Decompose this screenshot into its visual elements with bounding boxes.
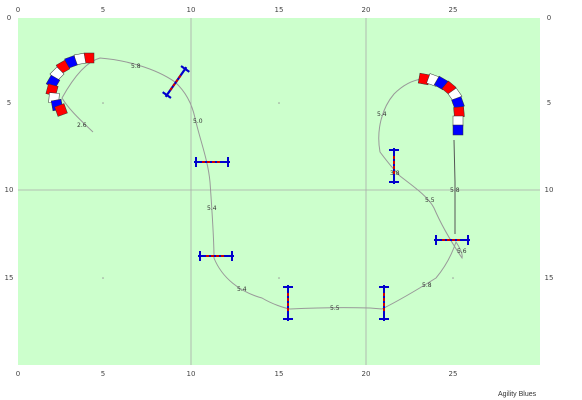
- jump-obstacles: [162, 65, 470, 321]
- y-tick-label-right: 15: [545, 274, 554, 282]
- x-tick-label-top: 15: [275, 6, 284, 14]
- axis-left: 0 5 10 15: [5, 14, 14, 282]
- x-tick-label-top: 20: [362, 6, 371, 14]
- jump-2: [194, 157, 230, 167]
- y-tick-label-left: 5: [7, 99, 11, 107]
- tunnel-right-curve: [417, 72, 465, 136]
- y-tick-label-left: 15: [5, 274, 14, 282]
- segment-distance-label: 5.0: [193, 118, 203, 125]
- jump-8: [162, 65, 190, 99]
- x-tick-label-top: 10: [187, 6, 196, 14]
- segment-distance-label: 5.6: [457, 248, 467, 255]
- grid-dot: [278, 277, 280, 279]
- tunnel-right-segment: [452, 124, 464, 136]
- x-tick-label-top: 0: [16, 6, 20, 14]
- axis-right: 0 5 10 15: [545, 14, 554, 282]
- grid-dot: [102, 277, 104, 279]
- jump-bar: [164, 66, 188, 98]
- x-tick-label-bottom: 10: [187, 370, 196, 378]
- segment-distance-label: 5.4: [207, 205, 217, 212]
- axis-bottom: 0 5 10 15 20 25: [16, 370, 458, 378]
- jump-4: [283, 285, 293, 321]
- course-path-line: [61, 57, 463, 310]
- x-tick-label-top: 25: [449, 6, 458, 14]
- tunnel-left-segment: [54, 103, 68, 117]
- x-tick-label-bottom: 5: [101, 370, 105, 378]
- y-tick-label-right: 0: [547, 14, 551, 22]
- grid-dot: [452, 277, 454, 279]
- grid-tick-marks: [102, 102, 454, 279]
- x-tick-label-bottom: 15: [275, 370, 284, 378]
- segment-distance-label: 5.8: [131, 63, 141, 70]
- axis-top: 0 5 10 15 20 25: [16, 6, 458, 14]
- jump-7: [434, 235, 470, 245]
- y-tick-label-left: 0: [7, 14, 11, 22]
- x-tick-label-top: 5: [101, 6, 105, 14]
- segment-distance-label: 5.4: [377, 111, 387, 118]
- tunnel-right-segment: [452, 115, 464, 127]
- grid-dot: [278, 102, 280, 104]
- jump-wing: [162, 91, 172, 99]
- segment-distance-label: 5.8: [450, 187, 460, 194]
- segment-distance-label: 5.8: [422, 282, 432, 289]
- segment-distance-label: 2.6: [77, 122, 87, 129]
- x-tick-label-bottom: 20: [362, 370, 371, 378]
- course-field: [18, 18, 540, 365]
- branding-text: Agility Blues: [498, 391, 537, 398]
- jump-3: [198, 251, 234, 261]
- y-tick-label-left: 10: [5, 186, 14, 194]
- jump-5: [379, 285, 389, 321]
- y-tick-label-right: 10: [545, 186, 554, 194]
- jump-6: [389, 148, 399, 184]
- segment-distance-label: 5.5: [425, 197, 435, 204]
- grid-lines: [18, 18, 540, 365]
- tunnel-left-curve: [45, 52, 95, 117]
- grid-dot: [102, 102, 104, 104]
- segment-distance-label: 5.5: [330, 305, 340, 312]
- segment-distance-label: 5.4: [237, 286, 247, 293]
- course-path-line: [453, 139, 456, 234]
- jump-wing: [180, 65, 190, 73]
- x-tick-label-bottom: 0: [16, 370, 20, 378]
- y-tick-label-right: 5: [547, 99, 551, 107]
- x-tick-label-bottom: 25: [449, 370, 458, 378]
